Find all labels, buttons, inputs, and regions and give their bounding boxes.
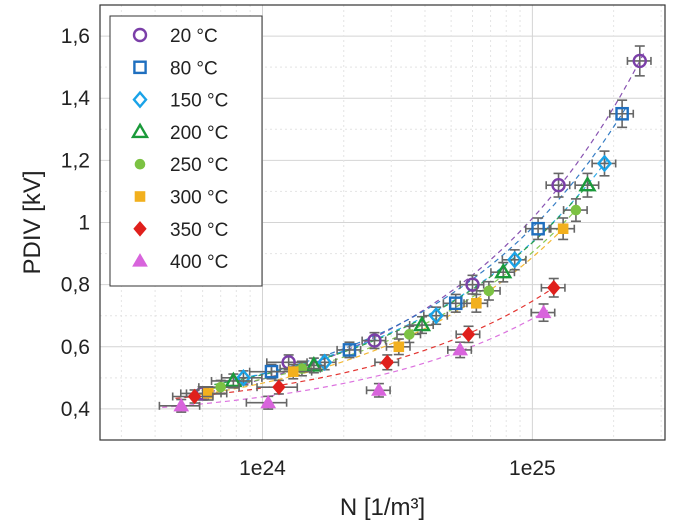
data-point: [452, 341, 469, 356]
legend-marker: [133, 221, 147, 237]
legend-marker: [132, 90, 148, 109]
y-tick-label: 0,8: [61, 274, 90, 297]
data-point: [615, 106, 629, 121]
data-point: [371, 382, 387, 396]
data-point: [578, 175, 597, 192]
data-point: [428, 306, 444, 325]
data-point: [570, 204, 582, 216]
data-point: [393, 341, 405, 353]
data-point: [461, 326, 476, 343]
x-tick-label: 1e25: [509, 457, 556, 480]
legend-label: 350 °C: [170, 220, 228, 241]
x-tick-label: 1e24: [239, 457, 286, 480]
legend-marker: [133, 60, 147, 75]
data-point: [551, 178, 566, 193]
legend-label: 20 °C: [170, 26, 218, 47]
data-point: [173, 397, 190, 412]
legend-label: 200 °C: [170, 123, 228, 144]
data-point: [342, 343, 357, 357]
fit-curve: [252, 106, 628, 377]
legend-label: 250 °C: [170, 155, 228, 176]
data-point: [494, 262, 513, 279]
legend-box: [109, 15, 263, 287]
data-point: [632, 53, 647, 69]
data-point: [235, 369, 252, 387]
y-tick-label: 0,4: [61, 398, 91, 421]
data-point: [507, 250, 523, 269]
data-point: [215, 381, 226, 393]
data-point: [535, 304, 552, 319]
legend-label: 150 °C: [170, 91, 228, 112]
y-tick-label: 1,4: [61, 87, 91, 110]
data-point: [304, 356, 323, 372]
legend-marker: [134, 158, 146, 170]
legend-label: 400 °C: [170, 252, 228, 273]
y-tick-label: 0,6: [61, 336, 90, 359]
y-tick-label: 1,6: [61, 25, 90, 48]
legend-label: 80 °C: [170, 58, 218, 79]
data-point: [483, 285, 495, 297]
data-point: [187, 388, 202, 405]
legend: 20 °C 80 °C 150 °C 200 °C 250 °C 300 °C 350 °C…: [109, 15, 263, 287]
data-point: [465, 277, 480, 292]
plot-frame: [99, 4, 666, 441]
data-point: [367, 333, 382, 348]
legend-marker: [132, 253, 148, 267]
data-point: [224, 371, 243, 388]
legend-marker: [132, 27, 148, 43]
data-point: [557, 223, 569, 235]
data-point: [260, 394, 277, 409]
fit-curve: [162, 309, 549, 408]
legend-label: 300 °C: [170, 188, 228, 209]
tick-labels: 0,4 0,6 0,8 1 1,2 1,4 1,6 1e24 1e25: [61, 25, 556, 480]
data-points: [158, 45, 652, 413]
data-point: [412, 315, 432, 332]
data-point: [596, 154, 613, 173]
data-point: [287, 366, 299, 377]
data-point: [471, 297, 482, 309]
x-axis-label: N [1/m³]: [340, 494, 425, 521]
data-point: [448, 296, 463, 311]
legend-marker: [130, 122, 150, 139]
y-axis-label: PDIV [kV]: [19, 170, 46, 274]
data-point: [531, 221, 545, 236]
data-point: [380, 354, 394, 371]
legend-marker: [134, 191, 146, 202]
fit-curve: [189, 223, 569, 397]
fit-curve: [175, 284, 559, 399]
data-point: [404, 329, 415, 340]
y-tick-label: 1,2: [61, 149, 90, 172]
data-point: [272, 379, 286, 395]
y-tick-label: 1: [78, 212, 90, 235]
data-point: [547, 279, 561, 296]
